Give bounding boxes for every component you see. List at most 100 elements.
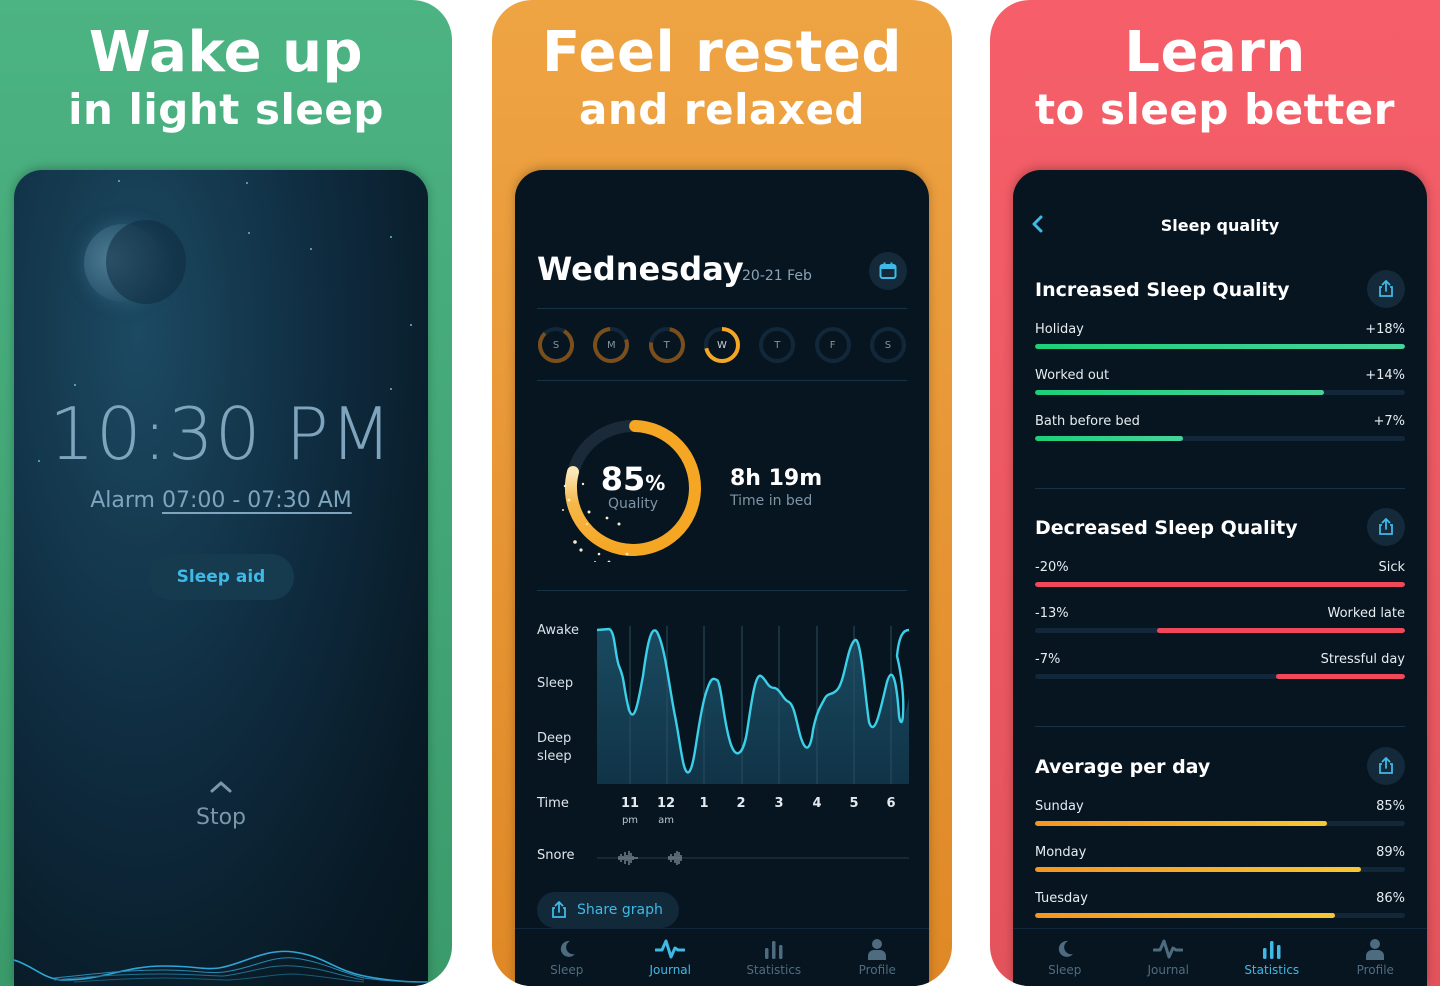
person-icon	[1366, 939, 1385, 960]
tab-journal[interactable]: Journal	[625, 929, 715, 986]
day-average-row: Monday 89%	[1035, 839, 1405, 885]
week-day-wednesday-selected[interactable]: W	[703, 326, 741, 364]
tab-label: Sleep	[1048, 963, 1082, 977]
tab-profile[interactable]: Profile	[1330, 929, 1420, 986]
bar-chart-icon	[764, 941, 783, 959]
tab-statistics[interactable]: Statistics	[729, 929, 819, 986]
calendar-icon	[879, 262, 897, 279]
tab-journal[interactable]: Journal	[1123, 929, 1213, 986]
stop-label: Stop	[195, 805, 246, 830]
sleep-aid-button[interactable]: Sleep aid	[148, 554, 294, 600]
share-graph-button[interactable]: Share graph	[537, 892, 679, 928]
star-icon	[310, 248, 312, 250]
progress-fill	[1035, 436, 1183, 441]
progress-fill	[1035, 344, 1405, 349]
day-letter: F	[829, 339, 836, 351]
day-letter: S	[884, 339, 892, 351]
headline-primary: Feel rested	[542, 20, 902, 85]
time-tick: 5	[839, 796, 869, 811]
moon-icon	[84, 220, 186, 304]
alarm-range[interactable]: 07:00 - 07:30 AM	[161, 488, 352, 513]
day-quality-ring	[759, 327, 796, 363]
factor-value: -7%	[1035, 652, 1061, 667]
factor-value: +7%	[1373, 414, 1405, 429]
alarm-window[interactable]: Alarm 07:00 - 07:30 AM	[14, 488, 428, 513]
divider	[1035, 726, 1405, 727]
day-label: Sunday	[1035, 799, 1084, 814]
time-tick: 1	[689, 796, 719, 811]
day-letter: M	[607, 339, 616, 351]
moon-icon	[560, 940, 575, 957]
page-title: Sleep quality	[1160, 216, 1280, 235]
tab-sleep[interactable]: Sleep	[1020, 929, 1110, 986]
tick-hour: 11	[620, 796, 640, 811]
stop-slider[interactable]: Stop	[14, 778, 428, 830]
factor-row: Worked out +14%	[1035, 362, 1405, 408]
week-day-thursday[interactable]: T	[758, 326, 796, 364]
decreased-quality-section: Decreased Sleep Quality -20% Sick -13% W…	[1035, 508, 1405, 692]
pulse-icon	[655, 939, 686, 959]
tick-hour: 5	[849, 796, 859, 811]
tick-hour: 3	[774, 796, 784, 811]
factor-value: -20%	[1035, 560, 1069, 575]
day-label: Tuesday	[1035, 891, 1088, 906]
progress-fill	[1157, 628, 1405, 633]
share-button[interactable]	[1367, 270, 1405, 308]
factor-label: Worked out	[1035, 368, 1110, 383]
week-day-monday[interactable]: M	[592, 326, 630, 364]
time-axis: Time 11 pm 12 am 1 2 3 4 5 6	[537, 796, 907, 836]
day-value: 85%	[1376, 799, 1405, 814]
time-in-bed-value: 8h 19m	[730, 466, 823, 491]
section-title: Increased Sleep Quality	[1035, 279, 1290, 301]
progress-track	[1035, 436, 1405, 441]
day-value: 89%	[1376, 845, 1405, 860]
factor-label: Holiday	[1035, 322, 1084, 337]
share-button[interactable]	[1367, 747, 1405, 785]
tab-label: Profile	[1356, 963, 1394, 977]
week-day-saturday[interactable]: S	[869, 326, 907, 364]
tab-statistics[interactable]: Statistics	[1227, 929, 1317, 986]
tab-profile[interactable]: Profile	[832, 929, 922, 986]
calendar-button[interactable]	[869, 252, 907, 290]
progress-track	[1035, 821, 1405, 826]
tick-meridiem: pm	[621, 815, 639, 826]
factor-row: Bath before bed +7%	[1035, 408, 1405, 454]
time-tick: 2	[726, 796, 756, 811]
divider	[1035, 488, 1405, 489]
progress-track	[1035, 913, 1405, 918]
statistics-screen: Sleep quality Increased Sleep Quality Ho…	[1013, 170, 1427, 986]
tick-hour: 1	[699, 796, 709, 811]
week-day-sunday[interactable]: S	[537, 326, 575, 364]
alarm-prefix: Alarm	[90, 488, 155, 513]
y-label-awake: Awake	[537, 623, 580, 638]
tab-sleep[interactable]: Sleep	[522, 929, 612, 986]
progress-track	[1035, 867, 1405, 872]
chevron-left-icon	[1032, 215, 1043, 233]
star-icon	[410, 324, 412, 326]
quality-ring: 85% Quality	[559, 414, 707, 576]
sleep-cycle-graph[interactable]	[597, 626, 909, 784]
progress-fill	[1035, 821, 1328, 826]
progress-fill	[1275, 674, 1405, 679]
share-icon	[1379, 518, 1393, 535]
current-time: 10:30 PM	[49, 392, 393, 476]
progress-fill	[1035, 867, 1361, 872]
back-button[interactable]	[1031, 214, 1043, 239]
progress-track	[1035, 628, 1405, 633]
share-button[interactable]	[1367, 508, 1405, 546]
snore-waveform[interactable]	[597, 850, 909, 866]
week-day-tuesday[interactable]: T	[648, 326, 686, 364]
average-per-day-section: Average per day Sunday 85% Monday 89% Tu…	[1035, 747, 1405, 931]
quality-ring-chart	[562, 420, 701, 576]
increased-quality-section: Increased Sleep Quality Holiday +18% Wor…	[1035, 270, 1405, 454]
day-quality-ring	[538, 327, 574, 363]
week-day-friday[interactable]: F	[814, 326, 852, 364]
bar-chart-icon	[1262, 941, 1281, 959]
journal-screen: Wednesday 20-21 Feb S M T	[515, 170, 929, 986]
section-title: Average per day	[1035, 756, 1211, 778]
alarm-screen: 10:30 PM Alarm 07:00 - 07:30 AM Sleep ai…	[14, 170, 428, 986]
day-label: Monday	[1035, 845, 1087, 860]
y-label-deep-sleep: Deep sleep	[537, 731, 572, 764]
progress-track	[1035, 344, 1405, 349]
share-icon	[552, 901, 566, 918]
